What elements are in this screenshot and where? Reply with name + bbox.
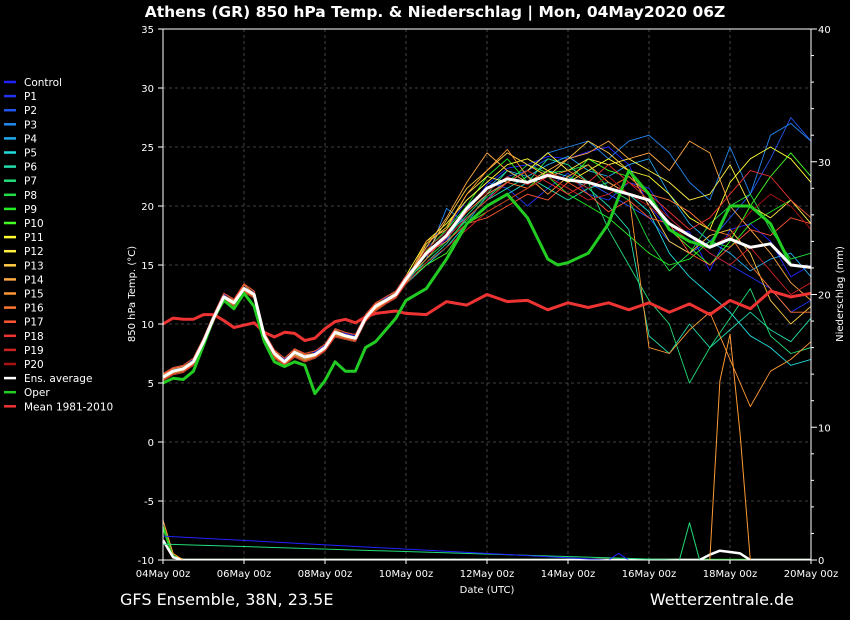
y-tick-label: -5 [144, 497, 154, 508]
legend-item: P7 [4, 176, 37, 188]
legend-label: Control [24, 77, 62, 89]
legend-label: P16 [24, 303, 44, 315]
legend-label: Mean 1981-2010 [24, 401, 113, 413]
legend-label: P2 [24, 105, 37, 117]
precipitation-series [163, 333, 811, 560]
x-tick-label: 10May 00z [379, 569, 434, 580]
legend-label: P18 [24, 331, 44, 343]
series-line-ens-average [163, 173, 811, 379]
legend-item: P14 [4, 274, 44, 286]
legend-item: P2 [4, 105, 37, 117]
legend-label: Ens. average [24, 373, 92, 385]
legend-label: P10 [24, 218, 44, 230]
legend-item: P20 [4, 359, 44, 371]
x-tick-label: 08May 00z [298, 569, 353, 580]
footer-source: Wetterzentrale.de [650, 590, 794, 609]
y-axis-left: -10 -5 0 5 10 15 20 25 30 35 [138, 25, 163, 567]
y-right-tick-label: 30 [818, 158, 831, 169]
legend-label: P5 [24, 148, 37, 160]
y-right-tick-label: 0 [818, 556, 824, 567]
legend-item: P10 [4, 218, 44, 230]
legend-item: P8 [4, 190, 37, 202]
legend-item: P12 [4, 246, 44, 258]
plot-frame [162, 28, 812, 561]
legend-item: P5 [4, 148, 37, 160]
legend-label: P9 [24, 204, 37, 216]
precip-line-control [163, 535, 811, 560]
legend-item: Ens. average [4, 373, 92, 385]
y-tick-label: 15 [141, 261, 154, 272]
legend-item: Oper [4, 387, 50, 399]
y-tick-label: 25 [141, 143, 154, 154]
legend-item: P15 [4, 289, 44, 301]
y-axis-label-right: Niederschlag (mm) [835, 246, 846, 342]
y-right-tick-label: 10 [818, 423, 831, 434]
x-axis-label: Date (UTC) [460, 585, 515, 596]
legend-label: P12 [24, 246, 44, 258]
legend-item: P9 [4, 204, 37, 216]
highlight-series [163, 169, 811, 396]
y-tick-label: 30 [141, 84, 154, 95]
x-tick-label: 18May 00z [703, 569, 758, 580]
series-line-p18 [163, 164, 811, 374]
y-right-tick-label: 20 [818, 291, 831, 302]
y-tick-label: 35 [141, 25, 154, 36]
x-tick-label: 16May 00z [622, 569, 677, 580]
legend-label: P1 [24, 91, 37, 103]
y-axis-label-left: 850 hPa Temp. (°C) [127, 246, 138, 342]
legend-item: Control [4, 77, 62, 89]
y-axis-right: 0 10 20 30 40 [811, 25, 831, 567]
y-tick-label: 20 [141, 202, 154, 213]
x-tick-label: 04May 00z [136, 569, 191, 580]
legend-label: P7 [24, 176, 37, 188]
legend-item: P6 [4, 162, 37, 174]
x-tick-label: 06May 00z [217, 569, 272, 580]
footer-model-info: GFS Ensemble, 38N, 23.5E [120, 590, 333, 609]
ensemble-members [163, 117, 811, 408]
legend-label: P11 [24, 232, 44, 244]
legend-label: P15 [24, 289, 44, 301]
legend-label: P13 [24, 260, 44, 272]
legend-label: P3 [24, 119, 37, 131]
precip-line-oper [163, 526, 811, 560]
legend-label: P6 [24, 162, 37, 174]
legend-label: P14 [24, 274, 44, 286]
legend-item: P18 [4, 331, 44, 343]
legend-item: Mean 1981-2010 [4, 401, 113, 413]
y-tick-label: 10 [141, 320, 154, 331]
legend: Control P1 P2 P3 P4 P5 P6 P7 P8 P9 P10 P11 P12 P13 P14… [4, 77, 113, 413]
legend-label: P4 [24, 133, 37, 145]
legend-item: P4 [4, 133, 37, 145]
series-line-mean-1981-2010 [163, 289, 811, 342]
legend-item: P17 [4, 317, 44, 329]
y-right-tick-label: 40 [818, 25, 831, 36]
y-tick-label: 0 [148, 438, 154, 449]
legend-label: P8 [24, 190, 37, 202]
legend-item: P1 [4, 91, 37, 103]
precip-line-p7 [163, 522, 811, 560]
y-tick-label: -10 [138, 556, 154, 567]
y-tick-label: 5 [148, 379, 154, 390]
legend-label: Oper [24, 387, 50, 399]
legend-label: P19 [24, 345, 44, 357]
x-tick-label: 14May 00z [541, 569, 596, 580]
legend-label: P20 [24, 359, 44, 371]
legend-item: P16 [4, 303, 44, 315]
x-tick-label: 12May 00z [460, 569, 515, 580]
x-tick-label: 20May 00z [784, 569, 839, 580]
series-line-oper [163, 169, 793, 396]
legend-label: P17 [24, 317, 44, 329]
precip-line-ens-average [163, 539, 811, 560]
legend-item: P11 [4, 232, 44, 244]
chart-title: Athens (GR) 850 hPa Temp. & Niederschlag… [145, 3, 726, 22]
legend-item: P3 [4, 119, 37, 131]
precip-line-p15 [163, 333, 811, 560]
x-axis: 04May 00z 06May 00z 08May 00z 10May 00z 12Ma… [136, 560, 839, 580]
legend-item: P13 [4, 260, 44, 272]
legend-item: P19 [4, 345, 44, 357]
